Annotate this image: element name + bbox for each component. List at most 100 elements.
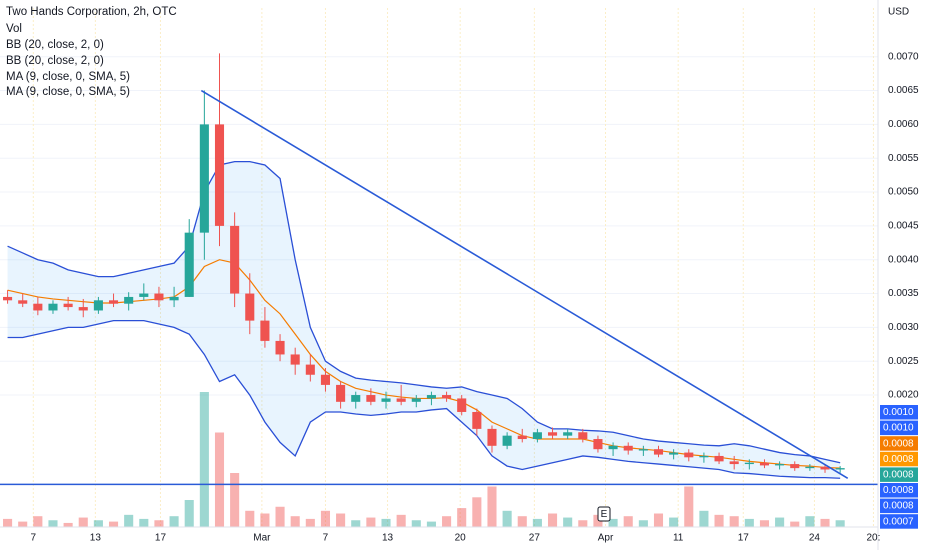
volume-bar <box>184 500 194 527</box>
legend-item: BB (20, close, 2, 0) <box>6 39 104 51</box>
volume-bar <box>790 521 800 527</box>
volume-bar <box>835 520 845 527</box>
volume-bar <box>336 513 346 527</box>
volume-bar <box>653 513 664 527</box>
axes: 0.0020 0.0025 0.0030 0.0035 0.0040 0.0045 0.00… <box>31 51 920 543</box>
candle-body <box>411 398 421 402</box>
candle-body <box>653 449 664 455</box>
x-tick-label: 27 <box>529 533 541 544</box>
price-label-box <box>880 467 918 482</box>
volume-bar <box>305 518 315 527</box>
volume-bar <box>381 518 391 527</box>
volume-bar <box>366 517 376 527</box>
candle-body <box>305 364 315 375</box>
candle-body <box>502 435 512 446</box>
price-label-box <box>880 498 918 514</box>
volume-bar <box>245 510 255 527</box>
candle-body <box>426 395 436 399</box>
candle-body <box>759 462 770 466</box>
price-label-box <box>880 420 918 436</box>
volume-bar <box>351 520 361 527</box>
volume-bar <box>578 520 588 527</box>
candle-body <box>320 374 331 385</box>
legend-item: BB (20, close, 2, 0) <box>6 55 104 67</box>
price-label: 0.0008 <box>883 485 914 496</box>
event-marker <box>597 506 611 522</box>
price-label: 0.0010 <box>883 407 914 418</box>
volume-bar <box>442 516 452 527</box>
price-label: 0.0008 <box>883 454 914 465</box>
candle-body <box>729 461 739 465</box>
candle-body <box>139 293 149 297</box>
candle-body <box>245 293 255 321</box>
candle-body <box>260 320 270 341</box>
band-lower <box>7 319 841 479</box>
volume-bar <box>593 514 603 527</box>
y-tick-label: 0.0065 <box>888 85 919 96</box>
currency-label: USD <box>888 7 909 18</box>
volume-bar <box>48 520 58 527</box>
volume-bar <box>199 392 209 527</box>
candle-body <box>532 432 542 440</box>
volume-bar <box>396 514 406 527</box>
x-tick-label: 20: <box>867 533 881 544</box>
volume-bar <box>214 432 225 527</box>
candle-body <box>381 398 391 402</box>
x-tick-label: 7 <box>323 533 329 544</box>
x-tick-label: 24 <box>809 533 821 544</box>
candle-body <box>547 432 558 436</box>
volume-bar <box>729 516 739 527</box>
candle-body <box>63 303 73 308</box>
x-tick-label: 13 <box>382 533 394 544</box>
x-tick-label: 11 <box>673 533 684 544</box>
moving-average <box>7 259 841 469</box>
candle-body <box>744 462 754 465</box>
candle-body <box>230 225 240 294</box>
volume-bar <box>78 517 88 527</box>
volume-bar <box>805 516 815 527</box>
candle-body <box>699 455 709 458</box>
candle-body <box>517 435 527 440</box>
candle-body <box>638 449 648 451</box>
price-label: 0.0008 <box>883 501 914 512</box>
volume-bar <box>457 508 467 527</box>
drawings: E <box>0 89 878 522</box>
y-tick-label: 0.0060 <box>888 119 919 130</box>
price-label: 0.0008 <box>883 438 914 449</box>
x-tick-label: 17 <box>155 533 167 544</box>
candle-body <box>351 395 361 402</box>
volume-bar <box>744 518 754 527</box>
candle-body <box>124 296 134 304</box>
price-label: 0.0008 <box>883 470 914 481</box>
candle-body <box>593 439 603 450</box>
band-upper <box>7 160 841 464</box>
price-label-box <box>880 436 918 451</box>
candle-body <box>820 466 830 470</box>
y-tick-label: 0.0020 <box>888 390 919 401</box>
candle-body <box>275 340 285 355</box>
candle-body <box>684 452 694 458</box>
volume-bar <box>502 510 512 527</box>
candle-body <box>578 432 588 440</box>
volume-bar <box>638 520 648 527</box>
volume-bar <box>820 518 830 527</box>
volume-bar <box>759 520 770 527</box>
volume-bar <box>169 516 179 527</box>
price-label-box <box>880 514 918 529</box>
volume-bar <box>426 521 436 527</box>
y-tick-label: 0.0070 <box>888 51 919 62</box>
candle-body <box>184 232 194 297</box>
candle-body <box>154 293 164 301</box>
candle-body <box>472 411 482 429</box>
chart-title: Two Hands Corporation, 2h, OTC <box>6 6 177 18</box>
volume-bar <box>18 521 28 527</box>
volume-bar <box>699 510 709 527</box>
volume-bar <box>154 520 164 527</box>
price-label: 0.0010 <box>883 423 914 434</box>
volume-bar <box>3 518 13 527</box>
candle-body <box>48 303 58 311</box>
candle-body <box>396 398 406 402</box>
volume-bar <box>669 517 679 527</box>
